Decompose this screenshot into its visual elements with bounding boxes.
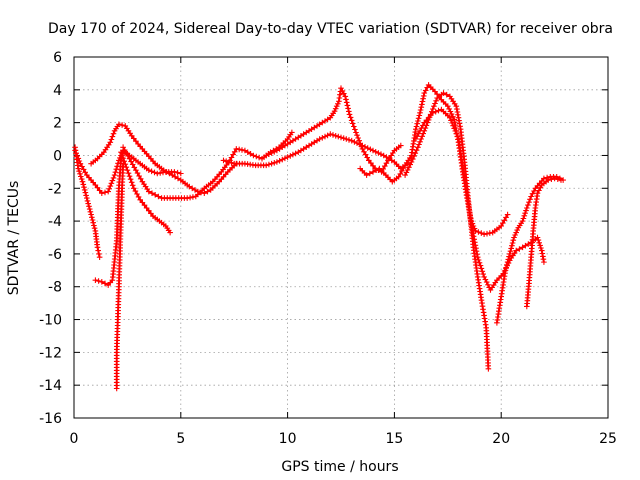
y-tick-label: -8 [48,280,62,296]
y-tick-label: -12 [39,345,62,361]
series-path [414,108,545,292]
series-markers [494,174,566,326]
satellite-track-12 [413,106,547,293]
satellite-track-5 [118,149,173,236]
x-tick-label: 25 [599,431,617,447]
y-tick-label: -14 [39,378,62,394]
chart-title: Day 170 of 2024, Sidereal Day-to-day VTE… [48,21,613,37]
series-path [265,87,402,173]
plot-frame [73,56,609,419]
series-path [120,151,171,234]
x-axis-label: GPS time / hours [281,459,398,475]
x-tick-label: 5 [176,431,185,447]
x-tick-label: 20 [492,431,510,447]
series-markers [72,144,103,260]
y-tick-label: -2 [48,181,62,197]
data-series [72,82,566,392]
y-tick-label: 2 [53,116,62,132]
satellite-track-9 [263,85,404,175]
y-tick-label: 4 [53,83,62,99]
series-markers [120,129,295,201]
satellite-track-8 [220,131,411,172]
series-markers [413,106,547,293]
axes: 0 5 10 15 20 25 -16 -14 -12 -10 -8 -6 -4 -2 0 2 4 6 [39,50,617,447]
y-tick-label: -4 [48,214,62,230]
grid [74,57,608,418]
satellite-track-1 [72,144,103,260]
series-markers [220,131,411,172]
series-markers [524,175,564,310]
satellite-track-14 [524,175,564,310]
x-tick-label: 10 [279,431,297,447]
y-tick-label: 0 [53,148,62,164]
series-markers [113,160,126,392]
series-markers [118,149,173,236]
satellite-track-7 [113,160,126,392]
y-tick-label: -6 [48,247,62,263]
x-tick-label: 15 [385,431,403,447]
x-tick-label: 0 [70,431,79,447]
y-tick-label: -16 [39,411,62,427]
y-tick-label: -10 [39,313,62,329]
y-axis-label: SDTVAR / TECUs [6,181,22,296]
series-markers [263,85,404,175]
y-tick-label: 6 [53,50,62,66]
satellite-track-4 [120,129,295,201]
satellite-track-13 [494,174,566,326]
